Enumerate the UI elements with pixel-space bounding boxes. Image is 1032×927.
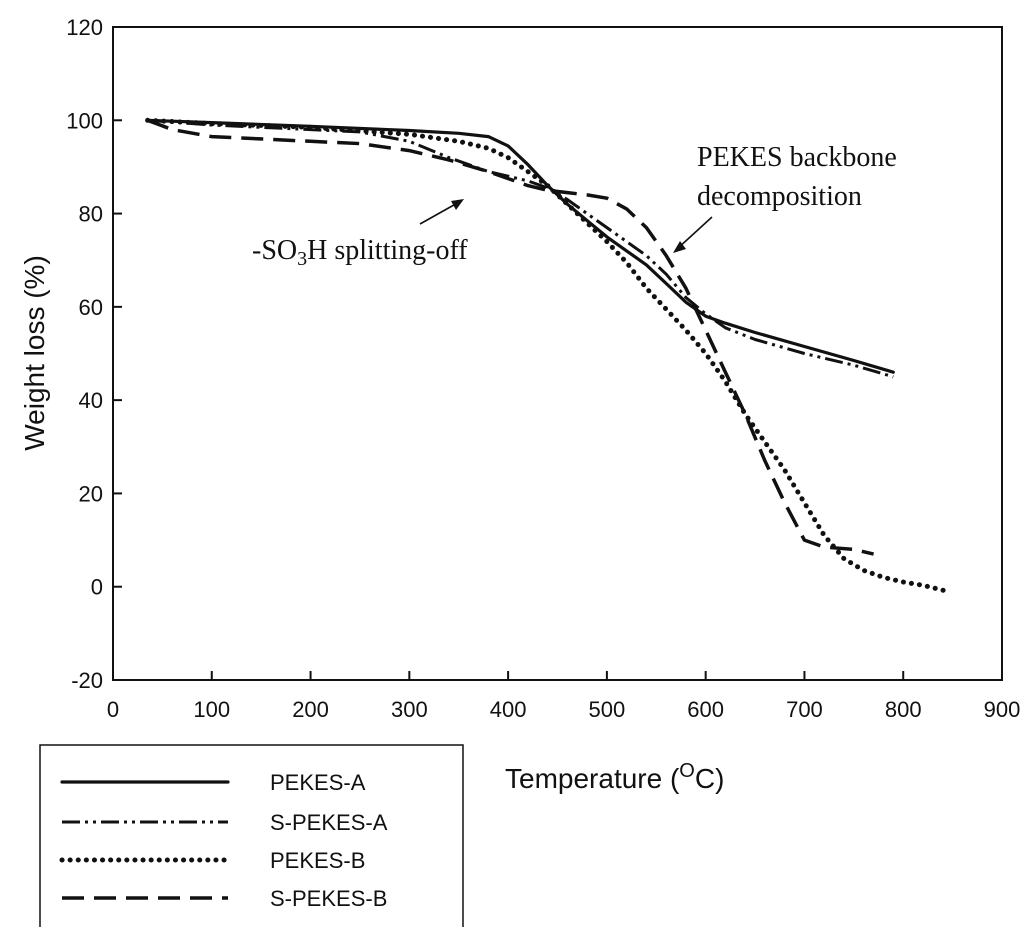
y-tick-label: 20 <box>79 481 103 506</box>
legend-label-pekes-a: PEKES-A <box>270 770 366 795</box>
annotation-backbone-line1: PEKES backbone <box>697 142 897 173</box>
x-tick-label: 100 <box>193 697 230 722</box>
series-line-pekes-b <box>145 117 951 594</box>
x-tick-label: 700 <box>786 697 823 722</box>
plot-area <box>112 26 1003 681</box>
annotation-sulfonic-subscript: 3 <box>297 248 307 270</box>
x-tick-label: 800 <box>885 697 922 722</box>
x-tick-label: 500 <box>589 697 626 722</box>
x-tick-label: 200 <box>292 697 329 722</box>
x-tick-label: 600 <box>687 697 724 722</box>
annotation-sulfonic-part2: H splitting-off <box>307 235 468 266</box>
x-axis-title-sup: O <box>679 760 695 782</box>
legend-label-s-pekes-a: S-PEKES-A <box>270 810 388 835</box>
series-line-s-pekes-b <box>146 118 875 556</box>
annotation-backbone-arrow <box>676 216 713 250</box>
plot-frame <box>112 26 1003 681</box>
x-tick-label: 300 <box>391 697 428 722</box>
annotation-sulfonic: -SO3H splitting-off <box>252 199 468 270</box>
legend: PEKES-A S-PEKES-A PEKES-B S-PEKES-B <box>39 744 464 927</box>
x-tick-label: 0 <box>107 697 119 722</box>
series-line-s-pekes-a <box>147 118 894 379</box>
x-tick-label: 900 <box>984 697 1021 722</box>
series-layer <box>145 117 951 594</box>
y-tick-label: 100 <box>66 108 103 133</box>
y-tick-label: 0 <box>91 575 103 600</box>
x-axis-title-main: Temperature ( <box>505 763 680 794</box>
y-axis-title: Weight loss (%) <box>19 255 50 451</box>
legend-label-pekes-b: PEKES-B <box>270 848 365 873</box>
svg-text:-SO3H splitting-off: -SO3H splitting-off <box>252 235 468 270</box>
y-tick-label: 120 <box>66 15 103 40</box>
y-tick-label: -20 <box>71 668 103 693</box>
annotation-backbone-arrowhead <box>673 241 686 253</box>
legend-label-s-pekes-b: S-PEKES-B <box>270 886 387 911</box>
annotation-backbone-line2: decomposition <box>697 181 862 212</box>
y-tick-label: 40 <box>79 388 103 413</box>
x-axis-title-suffix: C) <box>695 763 725 794</box>
x-axis-title: Temperature (OC) <box>505 760 724 794</box>
x-axis-ticks: 0 100 200 300 400 500 600 700 800 900 <box>107 671 1020 722</box>
annotation-sulfonic-part1: -SO <box>252 235 297 266</box>
y-axis-ticks: -20 0 20 40 60 80 100 120 <box>66 15 122 693</box>
x-tick-label: 400 <box>490 697 527 722</box>
y-tick-label: 80 <box>79 202 103 227</box>
y-tick-label: 60 <box>79 295 103 320</box>
annotation-sulfonic-arrowhead <box>451 199 464 210</box>
series-line-pekes-a <box>146 118 895 374</box>
annotation-backbone: PEKES backbone decomposition <box>673 142 897 253</box>
